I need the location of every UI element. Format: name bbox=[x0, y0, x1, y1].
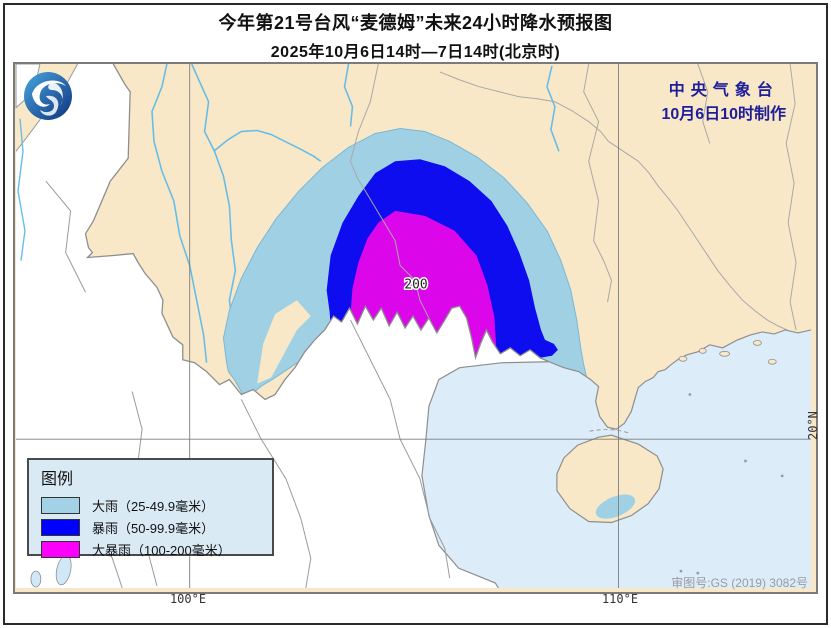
cma-logo bbox=[24, 72, 72, 120]
land-notch bbox=[257, 300, 311, 384]
legend-title: 图例 bbox=[41, 471, 74, 488]
heavy-rain-label: 大雨（25-49.9毫米） bbox=[92, 498, 215, 514]
longitude-label-100e: 100°E bbox=[169, 592, 207, 606]
hainan-island bbox=[556, 434, 664, 524]
national-border bbox=[84, 64, 550, 401]
vietnam-coastline bbox=[421, 361, 549, 588]
longitude-label-110e: 110°E bbox=[601, 592, 639, 606]
legend-row-rainstorm: 暴雨（50-99.9毫米） bbox=[41, 516, 272, 538]
latitude-label-20n: 20°N bbox=[806, 411, 820, 440]
islets bbox=[678, 339, 777, 365]
legend-row-heavy-rainstorm: 大暴雨（100-200毫米） bbox=[41, 538, 272, 560]
legend-box: 图例 大雨（25-49.9毫米） 暴雨（50-99.9毫米） 大暴雨（100-2… bbox=[27, 458, 274, 558]
myanmar-river bbox=[17, 118, 26, 261]
contour-label-200: 200 bbox=[404, 277, 427, 292]
producer-time: 10月6日10时制作 bbox=[661, 106, 787, 123]
hainan-rain-patch bbox=[595, 494, 636, 519]
province-border-over-band bbox=[349, 64, 431, 321]
heavy-rainstorm-swatch bbox=[41, 540, 80, 558]
map-panel: 200 中央气象台 10月6日10时制作 图例 大雨（25-49.9毫米） bbox=[13, 62, 818, 594]
strait-dashes bbox=[589, 429, 630, 434]
producer-block: 中央气象台 10月6日10时制作 bbox=[662, 76, 787, 124]
rainstorm-label: 暴雨（50-99.9毫米） bbox=[92, 520, 215, 536]
coastline bbox=[548, 329, 812, 430]
page-subtitle: 2025年10月6日14时—7日14时(北京时) bbox=[270, 44, 561, 61]
province-borders bbox=[439, 64, 797, 331]
legend-row-heavy-rain: 大雨（25-49.9毫米） bbox=[41, 494, 272, 516]
title-block: 今年第21号台风“麦德姆”未来24小时降水预报图 2025年10月6日14时—7… bbox=[0, 9, 831, 62]
page-title: 今年第21号台风“麦德姆”未来24小时降水预报图 bbox=[218, 13, 613, 33]
rainstorm-swatch bbox=[41, 518, 80, 536]
lakes bbox=[30, 555, 72, 588]
sea-dots bbox=[679, 393, 784, 575]
river-lines bbox=[151, 64, 560, 363]
heavy-rainstorm-label: 大暴雨（100-200毫米） bbox=[92, 542, 231, 558]
map-approval-number: 审图号:GS (2019) 3082号 bbox=[671, 576, 808, 590]
foreign-land bbox=[16, 64, 549, 588]
heavy-rain-swatch bbox=[41, 496, 80, 514]
producer-name: 中央气象台 bbox=[668, 82, 779, 99]
